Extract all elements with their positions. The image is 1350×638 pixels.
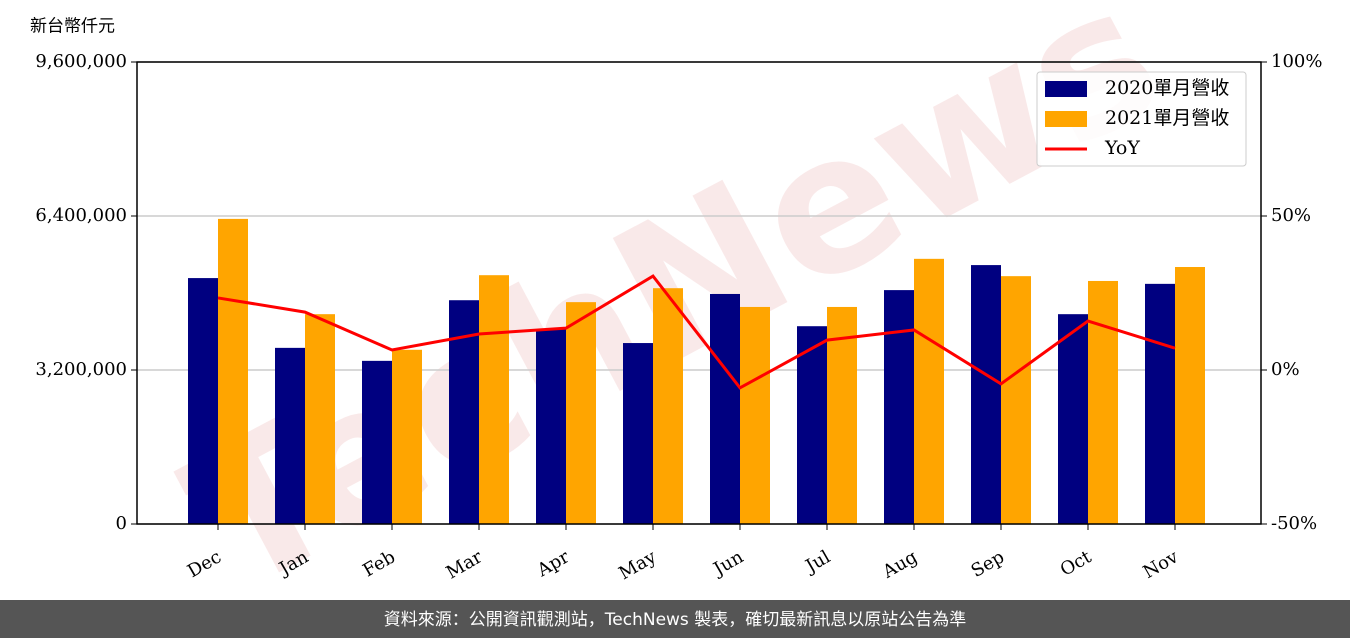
- y-tick-label: 9,600,000: [35, 51, 127, 72]
- x-tick-label: May: [615, 546, 660, 584]
- bar: [1145, 283, 1175, 524]
- x-tick-label: Jul: [800, 546, 834, 578]
- plot-frame: [136, 61, 1262, 525]
- y2-tick-label: -50%: [1271, 513, 1317, 534]
- bar: [1001, 276, 1031, 524]
- bar: [362, 360, 392, 524]
- bar: [275, 347, 305, 524]
- footer-bar: [0, 600, 1350, 638]
- bar: [479, 275, 509, 524]
- yoy-line: [217, 274, 1176, 390]
- y2-tick-label: 100%: [1271, 51, 1322, 72]
- legend-box: [1036, 71, 1247, 167]
- y2-tick-label: 0%: [1271, 359, 1300, 380]
- bar: [392, 349, 422, 524]
- y2-tick-label: 50%: [1271, 205, 1311, 226]
- bar: [884, 290, 914, 524]
- bar: [188, 278, 218, 524]
- bar: [566, 302, 596, 524]
- legend-label: YoY: [1104, 137, 1140, 159]
- x-tick-label: Sep: [968, 546, 1008, 581]
- bar: [653, 288, 683, 524]
- x-tick-label: Nov: [1140, 546, 1183, 583]
- bar: [827, 306, 857, 524]
- bar: [536, 329, 566, 524]
- bar: [1058, 314, 1088, 524]
- legend-label: 2020單月營收: [1105, 77, 1229, 99]
- y-axis-title: 新台幣仟元: [30, 17, 115, 37]
- source-note: 資料來源：公開資訊觀測站，TechNews 製表，確切最新訊息以原站公告為準: [384, 610, 966, 630]
- bar: [218, 218, 248, 524]
- y-tick-label: 3,200,000: [35, 359, 127, 380]
- x-tick-label: Apr: [533, 546, 573, 581]
- bar: [623, 343, 653, 524]
- bar: [305, 314, 335, 524]
- legend-swatch: [1045, 111, 1087, 127]
- bar: [710, 293, 740, 524]
- x-tick-label: Aug: [878, 546, 921, 583]
- legend-swatch: [1045, 81, 1087, 97]
- bar: [1175, 267, 1205, 524]
- y-tick-label: 0: [116, 513, 127, 534]
- bar: [1088, 280, 1118, 524]
- bar: [740, 306, 770, 524]
- bar: [797, 326, 827, 524]
- x-tick-label: Mar: [443, 546, 487, 583]
- x-tick-label: Oct: [1057, 546, 1096, 581]
- bar: [971, 265, 1001, 524]
- x-tick-label: Jun: [708, 546, 747, 581]
- legend-label: 2021單月營收: [1105, 107, 1229, 129]
- y-tick-label: 6,400,000: [35, 205, 127, 226]
- bar: [914, 258, 944, 524]
